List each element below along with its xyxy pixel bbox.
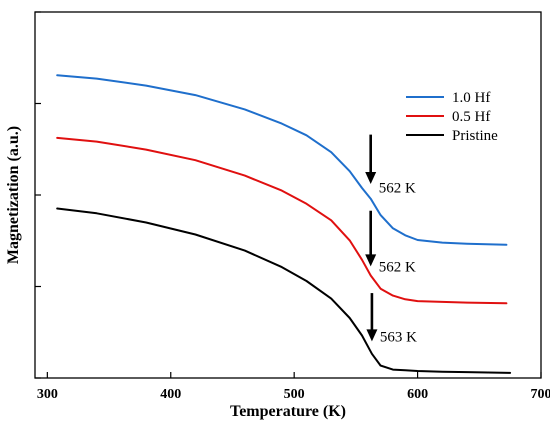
annotation-arrow-head [365,172,377,185]
y-axis-ticks [35,11,41,379]
x-tick-label: 500 [284,387,305,402]
x-tick-label: 400 [160,387,181,402]
series-line-0-5-hf [56,136,508,305]
series-line-pristine [56,207,512,374]
legend: 1.0 Hf 0.5 Hf Pristine [406,90,498,144]
series-lines [56,74,512,374]
annotation-label: 563 K [380,330,417,346]
x-tick-label: 300 [37,387,58,402]
x-axis-title: Temperature (K) [230,403,346,420]
y-axis-title: Magnetization (a.u.) [5,126,22,264]
transition-annotations: 562 K 562 K 563 K [365,134,417,346]
x-axis-ticks: 300 400 500 600 700 [37,372,550,402]
legend-label: 0.5 Hf [452,109,490,125]
annotation-label: 562 K [379,259,416,275]
legend-label: Pristine [452,128,498,144]
x-tick-label: 700 [531,387,550,402]
annotation-arrow-head [366,329,378,342]
annotation-arrow-head [365,254,377,267]
series-line-1-0-hf [56,74,508,246]
legend-label: 1.0 Hf [452,90,490,106]
x-tick-label: 600 [407,387,428,402]
annotation-label: 562 K [379,181,416,197]
